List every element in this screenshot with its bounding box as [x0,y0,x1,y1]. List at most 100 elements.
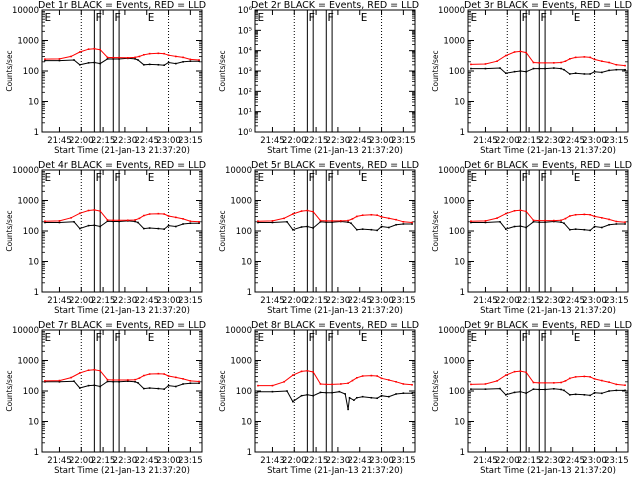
y-axis-label: Counts/sec [218,50,227,91]
series-events-point [175,62,177,65]
series-events-point [106,58,109,60]
panel-title: Det 8r BLACK = Events, RED = LLD [251,320,419,331]
x-axis-label: Start Time (21-Jan-13 21:37:20) [54,146,190,156]
series-events-point [348,396,351,399]
series-lld-point [331,220,333,222]
x-tick-label: 22:30 [539,296,564,306]
flag-marker: E [148,331,155,344]
series-lld-point [583,375,586,378]
panel-det-6: Det 6r BLACK = Events, RED = LLD 1 10 100 10… [431,160,632,316]
series-events-point [58,59,61,62]
series-events-line [470,220,626,231]
panel-det-7: Det 7r BLACK = Events, RED = LLD 1 10 100 10… [5,320,206,476]
series-lld-point [484,63,487,65]
series-lld-point [163,213,165,215]
series-lld-point [411,221,413,224]
x-tick-label: 23:00 [156,456,181,466]
x-tick-label: 23:00 [156,136,181,146]
series-lld-line [44,48,200,61]
series-lld-point [292,374,294,376]
series-lld-point [319,383,322,385]
series-lld-point [569,58,571,60]
series-lld-point [99,210,101,212]
series-events-point [118,381,120,383]
series-lld-point [112,56,115,59]
panel-det-3: Det 3r BLACK = Events, RED = LLD 1 10 100 10… [431,0,632,156]
series-events-point [376,229,378,232]
panel-title: Det 9r BLACK = Events, RED = LLD [464,320,632,331]
x-tick-label: 23:15 [391,136,416,146]
series-events-point [148,227,151,229]
plot-frame [41,169,203,293]
x-tick-label: 22:15 [304,136,329,146]
series-lld-point [167,375,170,377]
y-tick-label: 1000 [17,37,39,47]
panel-title: Det 2r BLACK = Events, RED = LLD [251,0,419,11]
flag-marker: F [327,331,334,344]
series-events-point [370,396,373,399]
series-lld-point [319,219,322,222]
series-events-point [87,224,90,227]
flag-marker: F [540,11,547,24]
series-lld-point [198,221,200,223]
series-events-point [312,227,314,229]
series-lld-point [624,64,626,67]
series-lld-point [370,213,373,216]
series-events-point [118,220,120,223]
y-tick-label: 1000 [443,37,465,47]
series-lld-point [58,220,61,222]
series-events-point [411,392,413,394]
flag-marker: F [521,11,528,24]
series-lld-point [589,376,591,378]
y-tick-label: 1000 [230,197,252,207]
y-tick-label: 1 [460,448,465,458]
series-lld-point [402,221,405,223]
flag-marker: E [361,331,368,344]
series-lld-point [175,55,177,58]
series-events-point [163,388,165,390]
series-events-point [175,385,177,388]
series-lld-point [79,51,81,53]
series-events-point [583,394,586,396]
y-tick-label: 10000 [438,6,465,16]
y-tick-label: 10000 [12,166,39,176]
series-events-line [44,380,200,390]
x-tick-label: 22:15 [517,456,542,466]
series-events-point [624,223,626,225]
series-events-point [519,225,522,227]
series-lld-point [484,383,487,385]
series-lld-point [163,52,165,55]
series-lld-point [175,216,177,219]
series-events-point [513,391,516,394]
flag-marker: F [114,331,121,344]
series-events-point [134,220,136,223]
series-events-point [134,381,136,383]
series-lld-point [601,217,603,219]
x-axis-label: Start Time (21-Jan-13 21:37:20) [267,466,403,476]
flag-marker: E [470,11,477,24]
y-tick-label: 1000 [443,357,465,367]
series-events-point [350,222,352,225]
plot-frame [467,169,629,293]
y-tick-label: 10 [28,418,39,428]
y-axis-label: Counts/sec [5,370,14,411]
series-lld-point [87,209,90,212]
series-events-point [484,388,487,390]
series-lld-point [608,381,610,383]
flag-marker: E [44,171,51,184]
series-events-point [593,391,596,394]
series-lld-point [470,63,472,66]
series-events-point [499,387,501,390]
series-events-point [112,220,115,223]
series-lld-point [560,61,562,64]
series-lld-point [553,62,555,64]
series-events-point [560,221,562,223]
series-lld-point [356,377,358,379]
series-lld-point [608,218,610,221]
x-tick-label: 23:15 [604,456,629,466]
series-lld-point [189,220,192,222]
x-tick-label: 21:45 [47,136,72,146]
series-lld-point [198,380,200,383]
series-events-point [553,220,555,223]
series-lld-point [44,380,46,382]
